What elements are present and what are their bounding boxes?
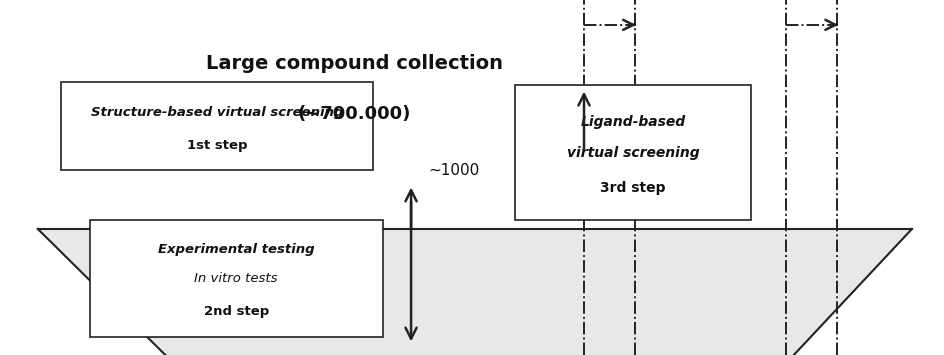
Text: virtual screening: virtual screening — [566, 146, 699, 160]
Text: 3rd step: 3rd step — [599, 181, 666, 195]
Text: 2nd step: 2nd step — [203, 305, 269, 318]
FancyBboxPatch shape — [90, 220, 382, 337]
Text: Structure-based virtual screening: Structure-based virtual screening — [91, 106, 344, 119]
Text: Ligand-based: Ligand-based — [580, 115, 685, 129]
Text: 1st step: 1st step — [187, 139, 247, 152]
FancyBboxPatch shape — [61, 82, 373, 170]
FancyBboxPatch shape — [514, 85, 750, 220]
Polygon shape — [0, 0, 944, 229]
Text: Experimental testing: Experimental testing — [158, 243, 314, 256]
Text: ~1000: ~1000 — [428, 163, 479, 178]
Text: (~700.000): (~700.000) — [297, 105, 411, 122]
Text: In vitro tests: In vitro tests — [194, 272, 278, 285]
Text: Large compound collection: Large compound collection — [206, 54, 502, 73]
Polygon shape — [38, 229, 911, 355]
